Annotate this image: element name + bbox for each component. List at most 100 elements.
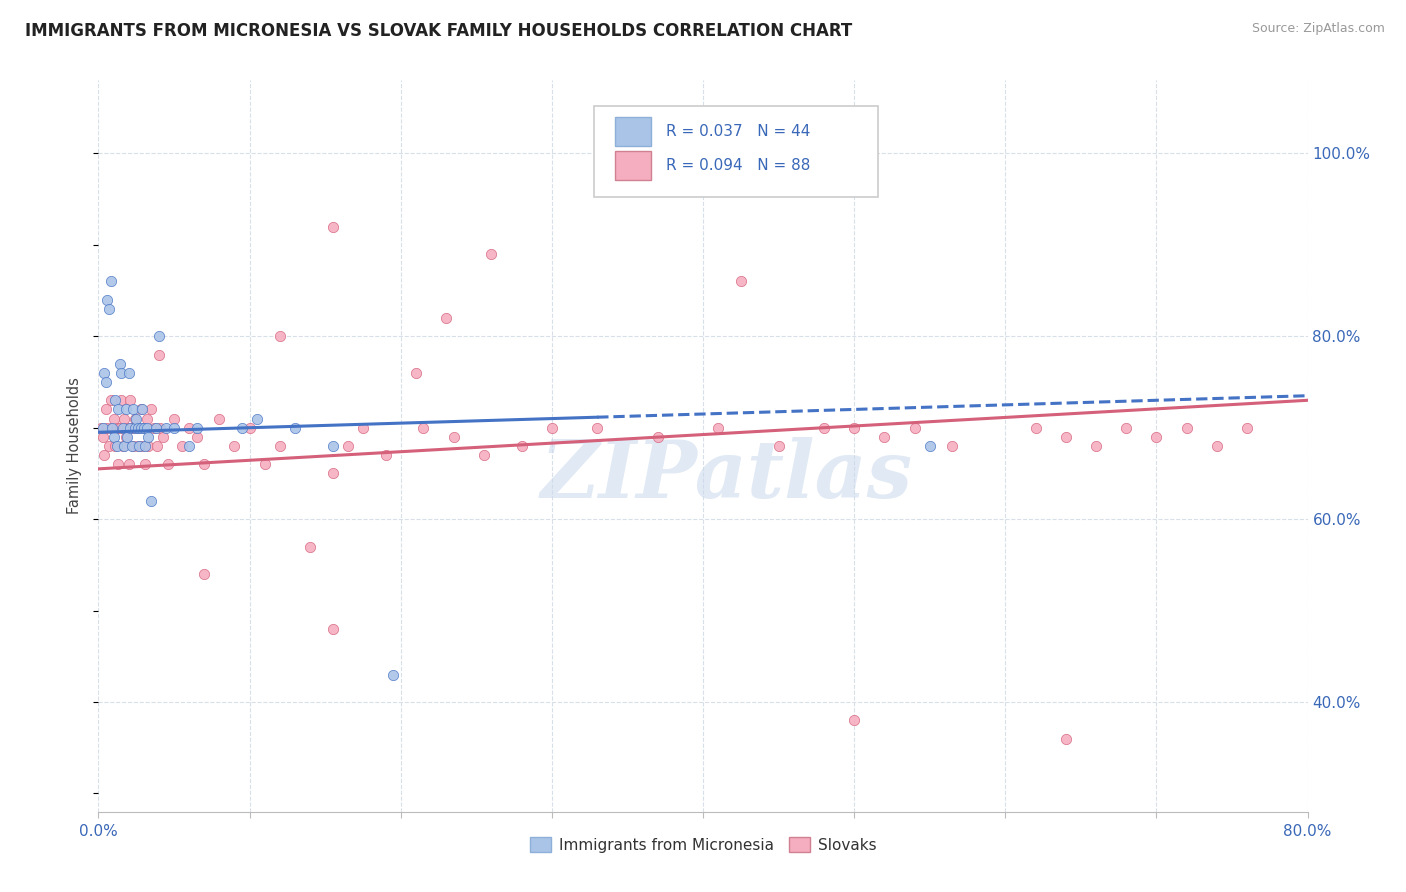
Point: [239, 421, 262, 435]
Point: [299, 540, 322, 554]
Point: [122, 402, 145, 417]
Point: [108, 421, 131, 435]
Point: [231, 421, 253, 435]
Point: [128, 421, 150, 435]
Point: [148, 329, 170, 343]
FancyBboxPatch shape: [614, 152, 651, 180]
Point: [904, 421, 927, 435]
Point: [135, 411, 157, 425]
Point: [813, 421, 835, 435]
Point: [707, 421, 730, 435]
Point: [208, 411, 231, 425]
Point: [114, 402, 136, 417]
Point: [100, 275, 122, 289]
Point: [540, 421, 562, 435]
Point: [134, 439, 156, 453]
Point: [269, 439, 291, 453]
Point: [1236, 421, 1258, 435]
Point: [122, 439, 145, 453]
Point: [1054, 430, 1077, 444]
Point: [586, 421, 609, 435]
Point: [90, 421, 112, 435]
Point: [143, 421, 166, 435]
Point: [112, 439, 135, 453]
Point: [1054, 731, 1077, 746]
Point: [107, 457, 129, 471]
Point: [269, 329, 291, 343]
Point: [93, 366, 115, 380]
Point: [134, 457, 156, 471]
Point: [98, 439, 121, 453]
Point: [127, 439, 149, 453]
Point: [322, 467, 344, 481]
Text: Source: ZipAtlas.com: Source: ZipAtlas.com: [1251, 22, 1385, 36]
Point: [647, 430, 669, 444]
Point: [91, 430, 114, 444]
Point: [103, 430, 125, 444]
Point: [111, 421, 134, 435]
Point: [193, 567, 215, 582]
Point: [148, 347, 170, 362]
Point: [412, 421, 434, 435]
Point: [100, 393, 122, 408]
Point: [115, 430, 138, 444]
Point: [193, 457, 215, 471]
Point: [1206, 439, 1229, 453]
Point: [108, 357, 131, 371]
Point: [120, 421, 142, 435]
Point: [186, 430, 208, 444]
Point: [136, 430, 159, 444]
Point: [141, 402, 163, 417]
Point: [152, 430, 174, 444]
Point: [352, 421, 374, 435]
Point: [91, 421, 114, 435]
Point: [1085, 439, 1108, 453]
Point: [844, 421, 866, 435]
Point: [115, 421, 138, 435]
Point: [155, 421, 177, 435]
Point: [844, 714, 866, 728]
Point: [105, 439, 128, 453]
Point: [284, 421, 307, 435]
Point: [224, 439, 246, 453]
Point: [179, 439, 201, 453]
Point: [96, 421, 118, 435]
Point: [96, 293, 118, 307]
Point: [129, 421, 152, 435]
Point: [132, 421, 155, 435]
Point: [94, 402, 117, 417]
Point: [1144, 430, 1167, 444]
Point: [124, 411, 146, 425]
Point: [141, 494, 163, 508]
Legend: Immigrants from Micronesia, Slovaks: Immigrants from Micronesia, Slovaks: [523, 831, 883, 859]
Point: [1024, 421, 1046, 435]
Point: [101, 421, 124, 435]
Point: [322, 622, 344, 636]
Point: [104, 439, 127, 453]
Point: [114, 430, 136, 444]
Point: [730, 275, 752, 289]
Point: [156, 457, 179, 471]
Point: [374, 448, 396, 462]
Point: [112, 411, 135, 425]
Point: [131, 402, 153, 417]
Point: [125, 411, 148, 425]
Y-axis label: Family Households: Family Households: [67, 377, 83, 515]
Point: [472, 448, 495, 462]
Point: [149, 421, 172, 435]
Point: [246, 411, 269, 425]
Point: [443, 430, 465, 444]
Point: [105, 421, 128, 435]
Point: [322, 219, 344, 234]
Point: [110, 366, 132, 380]
Text: ZIPatlas: ZIPatlas: [541, 436, 914, 514]
Point: [1175, 421, 1198, 435]
Point: [127, 421, 149, 435]
Point: [382, 667, 405, 681]
Point: [93, 448, 115, 462]
Point: [111, 439, 134, 453]
Point: [118, 366, 141, 380]
Point: [179, 421, 201, 435]
Point: [101, 421, 124, 435]
Point: [94, 375, 117, 389]
